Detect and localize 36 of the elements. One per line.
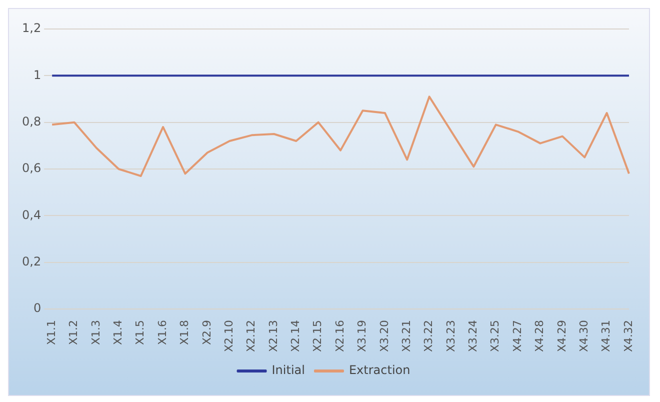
x-tick-label: X2.15 [311, 320, 324, 352]
x-tick-label: X4.29 [555, 320, 568, 352]
y-tick-label: 0,2 [22, 254, 42, 268]
x-tick-label: X1.8 [178, 320, 192, 346]
x-tick-label: X4.27 [510, 320, 524, 352]
x-tick-label: X4.30 [577, 320, 590, 352]
x-tick-label: X3.20 [378, 320, 391, 352]
x-tick-label: X1.2 [67, 320, 80, 346]
x-tick-label: X2.14 [289, 320, 302, 352]
x-tick-label: X1.4 [112, 320, 125, 346]
x-tick-label: X1.1 [44, 320, 58, 346]
x-tick-label: X1.3 [89, 320, 102, 346]
x-tick-label: X4.31 [600, 320, 613, 352]
legend-label: Extraction [348, 363, 410, 378]
x-tick-label: X2.16 [333, 320, 346, 352]
y-tick-label: 0,4 [22, 208, 42, 222]
x-tick-label: X4.28 [533, 320, 546, 352]
x-tick-label: X2.12 [244, 320, 258, 352]
legend-label: Initial [272, 363, 305, 378]
y-tick-label: 1,2 [22, 21, 42, 36]
x-tick-label: X3.21 [400, 320, 413, 352]
y-tick-label: 0 [33, 301, 42, 316]
x-tick-label: X3.23 [444, 320, 458, 352]
x-tick-label: X2.9 [200, 320, 214, 346]
x-tick-label: X2.13 [266, 320, 280, 352]
x-tick-label: X3.25 [488, 320, 502, 352]
y-tick-label: 0,8 [22, 114, 42, 128]
x-tick-label: X4.32 [622, 320, 635, 352]
x-tick-label: X3.24 [466, 320, 480, 352]
y-tick-label: 1 [33, 68, 42, 82]
x-tick-label: X3.19 [356, 320, 369, 352]
x-tick-label: X1.6 [156, 320, 169, 346]
x-tick-label: X2.10 [222, 320, 236, 352]
y-tick-label: 0,6 [22, 161, 42, 176]
x-tick-label: X3.22 [422, 320, 436, 352]
x-tick-label: X1.5 [134, 320, 147, 346]
